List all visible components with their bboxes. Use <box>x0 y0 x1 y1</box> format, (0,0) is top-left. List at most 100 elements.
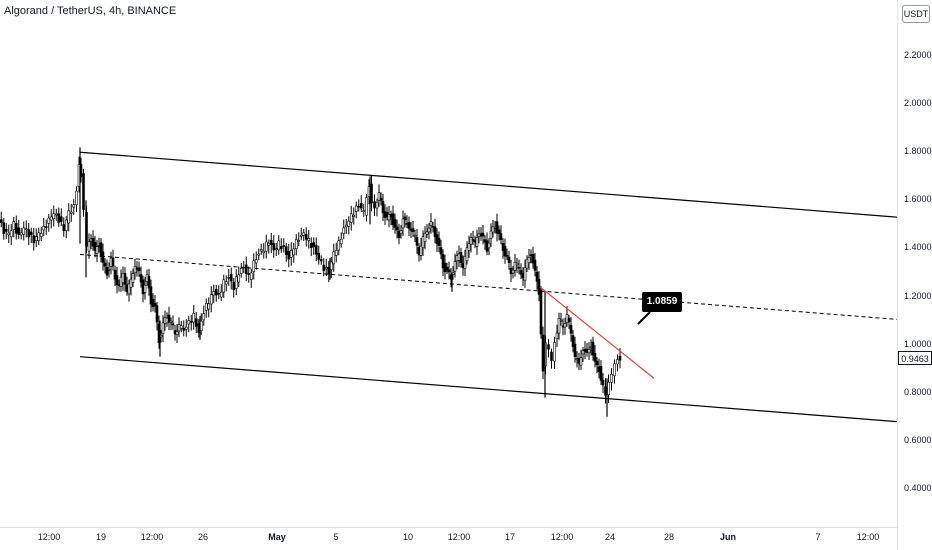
candle-body <box>581 350 585 355</box>
candle-body <box>503 245 507 257</box>
candle-body <box>59 216 63 222</box>
candle-body <box>487 242 491 249</box>
candle-body <box>153 302 157 306</box>
candle-body <box>219 291 223 298</box>
candle-body <box>62 224 66 231</box>
candle-body <box>523 267 527 281</box>
time-tick-label: 5 <box>333 532 339 542</box>
channel-lower-line <box>79 356 898 423</box>
candle-body <box>229 274 233 282</box>
candle-body <box>373 201 376 209</box>
candle-body <box>507 256 511 263</box>
candle-body <box>207 303 211 310</box>
candle-body <box>107 269 111 271</box>
candle-body <box>535 271 539 282</box>
time-tick-label: 7 <box>815 532 821 542</box>
time-tick-label: May <box>268 532 286 542</box>
candle-body <box>511 269 515 274</box>
candle-body <box>365 197 368 216</box>
candle-body <box>403 216 407 221</box>
price-tick-label: 0.4000 <box>904 483 932 493</box>
candle-body <box>209 294 213 305</box>
candle-body <box>95 246 99 255</box>
candle-body <box>537 279 541 295</box>
time-axis-border <box>0 527 897 528</box>
candle-body <box>131 273 135 283</box>
candle-body <box>533 259 537 271</box>
price-tick-label: 2.0000 <box>904 98 932 109</box>
price-axis-border <box>897 0 898 550</box>
candle-body <box>299 234 303 237</box>
candle-body <box>309 242 313 248</box>
candle-body <box>607 381 610 396</box>
candle-body <box>244 264 248 274</box>
candle-body <box>147 276 151 289</box>
candle-body <box>47 217 51 224</box>
candle-body <box>314 245 318 255</box>
callout-pointer <box>637 311 651 325</box>
candle-body <box>337 240 341 251</box>
time-tick-label: 12:00 <box>37 532 61 542</box>
candle-body <box>267 242 271 246</box>
candle-body <box>27 229 31 238</box>
candle-body <box>247 273 251 275</box>
candle-body <box>64 219 68 231</box>
candle-body <box>232 281 236 290</box>
candle-body <box>32 235 36 244</box>
candle-body <box>610 374 613 383</box>
candle-body <box>601 379 605 386</box>
candle-body <box>513 261 517 271</box>
candle-body <box>4 229 8 232</box>
candle-body <box>595 360 599 366</box>
price-tick-label: 0.8000 <box>904 386 932 397</box>
candle-body <box>155 305 159 323</box>
candle-body <box>237 274 241 283</box>
candle-body <box>359 203 363 209</box>
candle-body <box>349 213 353 223</box>
candle-body <box>87 241 91 252</box>
candle-body <box>234 276 238 289</box>
candle-body <box>9 230 13 238</box>
candle-body <box>89 238 93 242</box>
candle-body <box>119 276 123 287</box>
candle-body <box>447 269 451 273</box>
time-tick-label: 17 <box>504 532 516 542</box>
currency-badge[interactable]: USDT <box>902 5 930 23</box>
chart-title: Algorand / TetherUS, 4h, BINANCE <box>4 5 177 17</box>
candle-body <box>121 272 125 283</box>
candle-body <box>381 200 385 214</box>
candle-body <box>182 328 186 331</box>
candle-body <box>161 322 165 335</box>
candle-body <box>214 288 218 296</box>
candle-body <box>593 352 597 362</box>
candle-body <box>17 227 21 235</box>
candle-body <box>441 253 445 269</box>
candle-body <box>117 284 121 286</box>
candle-body <box>187 320 191 325</box>
candle-body <box>19 232 23 236</box>
candle-body <box>397 231 401 239</box>
candle-body <box>217 292 221 295</box>
candle-body <box>101 251 105 263</box>
candle-body <box>616 359 619 365</box>
candle-body <box>302 232 306 236</box>
candle-body <box>123 273 127 285</box>
candle-body <box>141 279 145 295</box>
candle-body <box>294 239 298 249</box>
candle-body <box>527 257 531 264</box>
candle-body <box>137 267 141 272</box>
candle-body <box>531 254 535 264</box>
candle-body <box>262 250 266 254</box>
candle-body <box>489 230 493 239</box>
candle-body <box>437 238 441 246</box>
candle-body <box>169 320 173 323</box>
candle-body <box>379 197 383 201</box>
candle-body <box>352 214 356 217</box>
candle-body <box>569 324 573 334</box>
descending-trendline <box>539 286 655 379</box>
candle-body <box>145 274 149 282</box>
candle-body <box>249 272 253 280</box>
time-tick-label: 26 <box>197 532 209 542</box>
candle-body <box>357 205 361 208</box>
